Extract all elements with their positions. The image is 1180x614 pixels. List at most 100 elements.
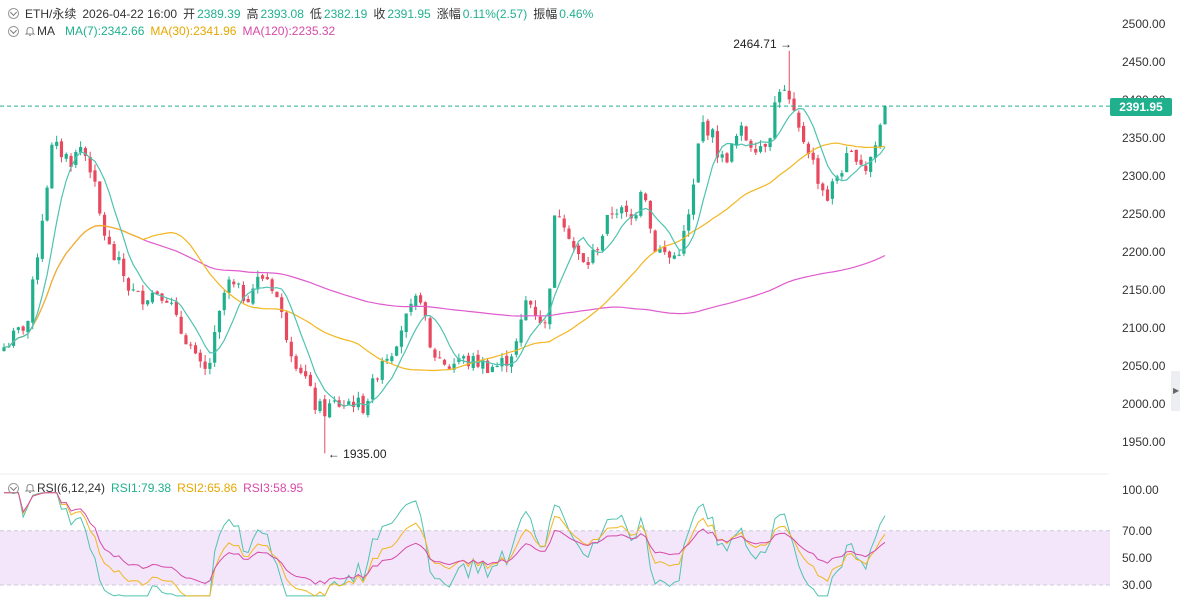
- candle-body: [572, 241, 576, 248]
- candle-body: [69, 155, 73, 168]
- amplitude-label: 振幅: [533, 7, 558, 21]
- price-tick-label: 2100.00: [1122, 321, 1166, 335]
- candle-body: [366, 400, 370, 416]
- rsi-axis[interactable]: 100.00 70.00 50.00 30.00: [1108, 470, 1180, 614]
- collapse-chevron-icon[interactable]: [8, 25, 19, 37]
- candle-body: [308, 374, 313, 386]
- candle-body: [270, 279, 274, 292]
- candle-body: [251, 288, 255, 304]
- candle-body: [734, 135, 739, 146]
- candle-body: [45, 187, 49, 221]
- candle-body: [332, 400, 336, 402]
- candle-body: [701, 122, 705, 142]
- candle-body: [634, 215, 638, 219]
- candle-body: [150, 292, 155, 303]
- candle-body: [93, 170, 97, 182]
- candle-body: [802, 125, 806, 143]
- rsi3-line: [4, 492, 886, 585]
- candle-body: [481, 360, 485, 369]
- candle-body: [825, 189, 830, 201]
- price-tick-label: 2450.00: [1122, 55, 1166, 69]
- low-annotation: ← 1935.00: [328, 447, 387, 461]
- arrow-left-icon: ←: [327, 447, 344, 462]
- candle-body: [26, 320, 30, 333]
- candle-body: [840, 173, 844, 177]
- rsi-band: [0, 530, 1110, 585]
- candle-body: [509, 356, 514, 367]
- candle-body: [155, 291, 159, 295]
- candle-body: [299, 367, 303, 373]
- symbol-label[interactable]: ETH/永续: [25, 7, 77, 21]
- high-label: 高: [246, 7, 259, 21]
- low-value: 2382.19: [323, 6, 368, 21]
- candle-body: [327, 403, 332, 418]
- price-tick-label: 2250.00: [1122, 207, 1166, 221]
- candle-body: [217, 310, 222, 333]
- candle-body: [50, 144, 54, 189]
- close-value: 2391.95: [387, 6, 431, 21]
- candle-body: [720, 154, 724, 158]
- bell-icon[interactable]: [25, 483, 35, 493]
- candle-body: [514, 341, 518, 355]
- candle-body: [763, 143, 767, 147]
- candle-body: [404, 313, 408, 333]
- candle-body: [495, 366, 499, 368]
- candle-body: [581, 253, 585, 263]
- rsi-indicator-name[interactable]: RSI(6,12,24): [37, 481, 106, 495]
- candle-body: [351, 401, 356, 407]
- candle-body: [758, 146, 763, 152]
- candle-body: [562, 218, 566, 228]
- price-tick-label: 2000.00: [1122, 397, 1166, 411]
- datetime-label: 2026-04-22 16:00: [82, 6, 178, 21]
- ma-indicator-name[interactable]: MA: [37, 24, 55, 38]
- candle-body: [193, 345, 198, 354]
- ma30-line: [3, 142, 886, 372]
- candle-body: [754, 148, 758, 153]
- candle-body: [869, 156, 873, 172]
- price-axis[interactable]: 2500.002450.002400.002350.002300.002250.…: [1108, 0, 1180, 470]
- candle-body: [399, 330, 404, 347]
- candle-body: [615, 213, 619, 215]
- candle-body: [371, 378, 375, 400]
- collapse-chevron-icon[interactable]: [8, 8, 19, 19]
- candle-body: [260, 275, 265, 279]
- candle-body: [117, 257, 121, 261]
- bell-icon[interactable]: [25, 26, 35, 36]
- candle-body: [643, 193, 648, 201]
- candle-body: [648, 200, 652, 229]
- candle-body: [169, 302, 174, 304]
- candle-body: [126, 278, 131, 291]
- price-tick-label: 2050.00: [1122, 359, 1166, 373]
- candle-body: [782, 89, 787, 91]
- candle-body: [11, 330, 16, 346]
- open-value: 2389.39: [197, 6, 241, 21]
- candle-body: [347, 401, 351, 405]
- candle-body: [313, 387, 317, 410]
- candle-body: [136, 290, 140, 292]
- candle-body: [490, 366, 494, 373]
- candle-body: [375, 378, 380, 380]
- candle-body: [778, 91, 782, 103]
- panel-collapse-handle[interactable]: ▶: [1171, 371, 1180, 411]
- candle-body: [222, 292, 226, 311]
- collapse-chevron-icon[interactable]: [8, 482, 19, 494]
- candle-body: [31, 279, 35, 323]
- candle-body: [256, 276, 260, 290]
- price-tick-label: 1950.00: [1122, 435, 1166, 449]
- candle-body: [79, 146, 83, 153]
- candle-body: [610, 213, 614, 215]
- candle-body: [16, 327, 20, 330]
- ma7-value: MA(7):2342.66: [65, 24, 145, 38]
- triangle-right-icon: ▶: [1173, 386, 1180, 395]
- candle-body: [102, 214, 107, 236]
- price-tick-label: 2500.00: [1122, 17, 1166, 31]
- candle-body: [811, 152, 815, 160]
- high-value: 2393.08: [260, 6, 304, 21]
- ma30-value: MA(30):2341.96: [150, 24, 237, 38]
- candle-body: [744, 126, 748, 141]
- candle-body: [519, 319, 523, 343]
- candle-body: [179, 316, 183, 334]
- candle-body: [591, 250, 595, 263]
- rsi-tick-label: 30.00: [1122, 578, 1153, 592]
